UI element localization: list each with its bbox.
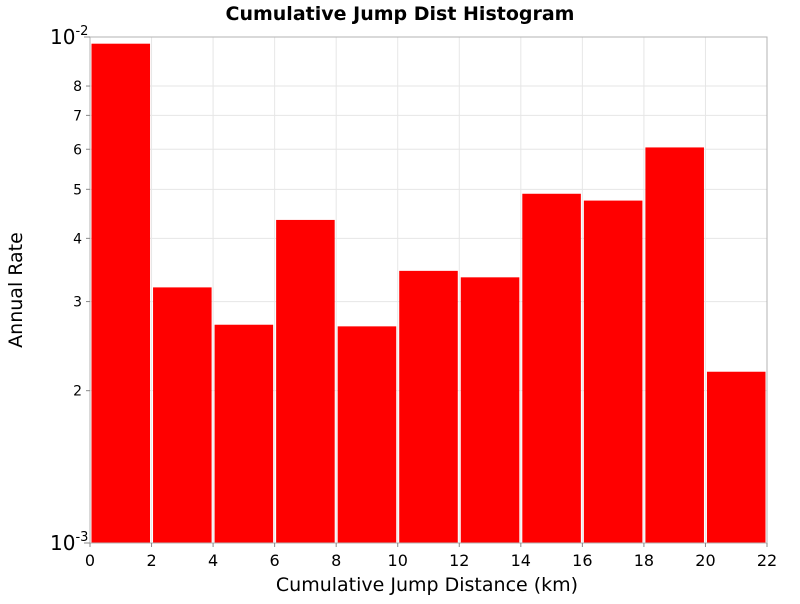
y-tick-label: 5 [73, 182, 82, 198]
y-axis-label: Annual Rate [5, 232, 27, 348]
histogram-bar [645, 147, 704, 544]
histogram-bar [214, 324, 274, 543]
x-tick-label: 6 [270, 551, 280, 570]
histogram-bar [91, 43, 151, 543]
y-tick-label: 7 [73, 108, 82, 124]
y-tick-label: 8 [73, 79, 82, 95]
x-tick-label: 16 [572, 551, 592, 570]
histogram-bar [583, 200, 643, 544]
x-tick-label: 14 [511, 551, 531, 570]
plot-border [89, 36, 768, 544]
y-tick-label: 3 [73, 295, 82, 311]
histogram-bar [337, 326, 397, 543]
x-axis-label: Cumulative Jump Distance (km) [276, 574, 578, 596]
x-tick-label: 20 [695, 551, 715, 570]
plot-frame [89, 36, 768, 544]
y-major-tick-label: 10-3 [50, 530, 88, 555]
bars-group [91, 43, 766, 544]
y-tick-label: 6 [73, 142, 82, 158]
x-tick-label: 4 [208, 551, 218, 570]
x-tick-label: 18 [634, 551, 654, 570]
histogram-bar [460, 277, 520, 543]
x-tick-label: 8 [331, 551, 341, 570]
x-tick-label: 22 [757, 551, 777, 570]
histogram-bar [399, 270, 458, 543]
x-tick-label: 12 [449, 551, 469, 570]
y-major-tick-label: 10-2 [50, 24, 88, 49]
histogram-bar [522, 193, 581, 543]
y-axis-ticks: 2 3 4 5 6 7 8 10-3 10-2 [50, 24, 90, 555]
y-tick-label: 2 [73, 384, 82, 400]
histogram-bar [706, 371, 766, 543]
x-axis-ticks: 0 2 4 6 8 10 12 14 16 18 20 22 [85, 543, 777, 570]
y-tick-label: 4 [73, 231, 82, 247]
x-tick-label: 2 [146, 551, 156, 570]
histogram-bar [276, 219, 335, 543]
chart-title: Cumulative Jump Dist Histogram [226, 3, 575, 25]
x-tick-label: 0 [85, 551, 95, 570]
histogram-bar [153, 287, 212, 543]
x-tick-label: 10 [388, 551, 408, 570]
